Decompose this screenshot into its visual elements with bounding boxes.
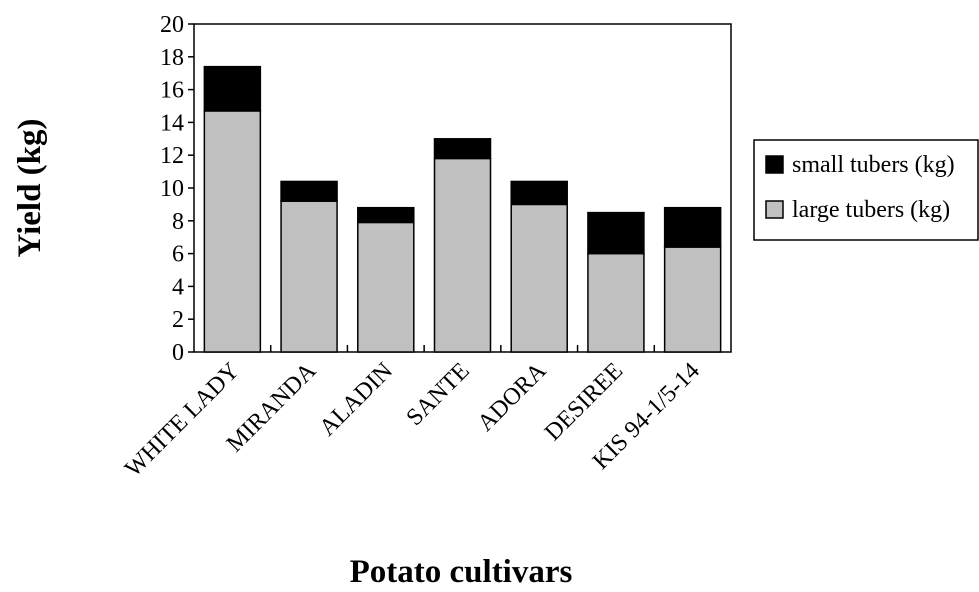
- y-tick-label: 2: [172, 307, 184, 333]
- bar-large-tubers: [280, 200, 338, 353]
- x-category-label: ALADIN: [315, 358, 398, 441]
- y-axis-title: Yield (kg): [12, 118, 48, 257]
- bar-small-tubers: [280, 180, 338, 202]
- bar-small-tubers: [433, 138, 492, 160]
- legend-label-small-tubers: small tubers (kg): [792, 152, 955, 178]
- y-tick-label: 4: [172, 274, 184, 300]
- legend-swatch-small-tubers: [765, 155, 784, 174]
- x-axis-title: Potato cultivars: [350, 554, 573, 590]
- x-axis-ticks: [269, 345, 656, 352]
- x-category-label: ADORA: [473, 357, 552, 436]
- y-tick-label: 16: [160, 78, 184, 104]
- bar-large-tubers: [587, 252, 645, 353]
- bar-small-tubers: [510, 180, 568, 206]
- y-axis-ticks: [188, 23, 194, 353]
- bar-small-tubers: [587, 211, 645, 255]
- y-axis-tick-labels: 0 2 4 6 8 10 12 14 16 18 20: [160, 12, 184, 366]
- bar-large-tubers: [663, 246, 722, 353]
- bar-large-tubers: [357, 221, 415, 353]
- y-tick-label: 6: [172, 242, 184, 268]
- x-category-label: WHITE LADY: [120, 358, 244, 482]
- x-category-label: SANTE: [402, 358, 475, 431]
- plot-area: [188, 23, 732, 353]
- y-tick-label: 10: [160, 176, 184, 202]
- y-tick-label: 14: [160, 110, 184, 136]
- y-tick-label: 12: [160, 143, 184, 169]
- y-tick-label: 8: [172, 209, 184, 235]
- legend-label-large-tubers: large tubers (kg): [792, 197, 950, 223]
- y-tick-label: 0: [172, 340, 184, 366]
- legend: small tubers (kg) large tubers (kg): [753, 139, 979, 241]
- bar-small-tubers: [357, 206, 415, 224]
- legend-box: [753, 139, 979, 241]
- bars: [203, 65, 722, 353]
- y-tick-label: 20: [160, 12, 184, 38]
- y-tick-label: 18: [160, 45, 184, 71]
- bar-small-tubers: [203, 65, 262, 112]
- legend-swatch-large-tubers: [765, 200, 784, 219]
- bar-small-tubers: [663, 206, 722, 248]
- bar-large-tubers: [433, 157, 492, 353]
- bar-large-tubers: [203, 110, 262, 353]
- bar-large-tubers: [510, 203, 568, 353]
